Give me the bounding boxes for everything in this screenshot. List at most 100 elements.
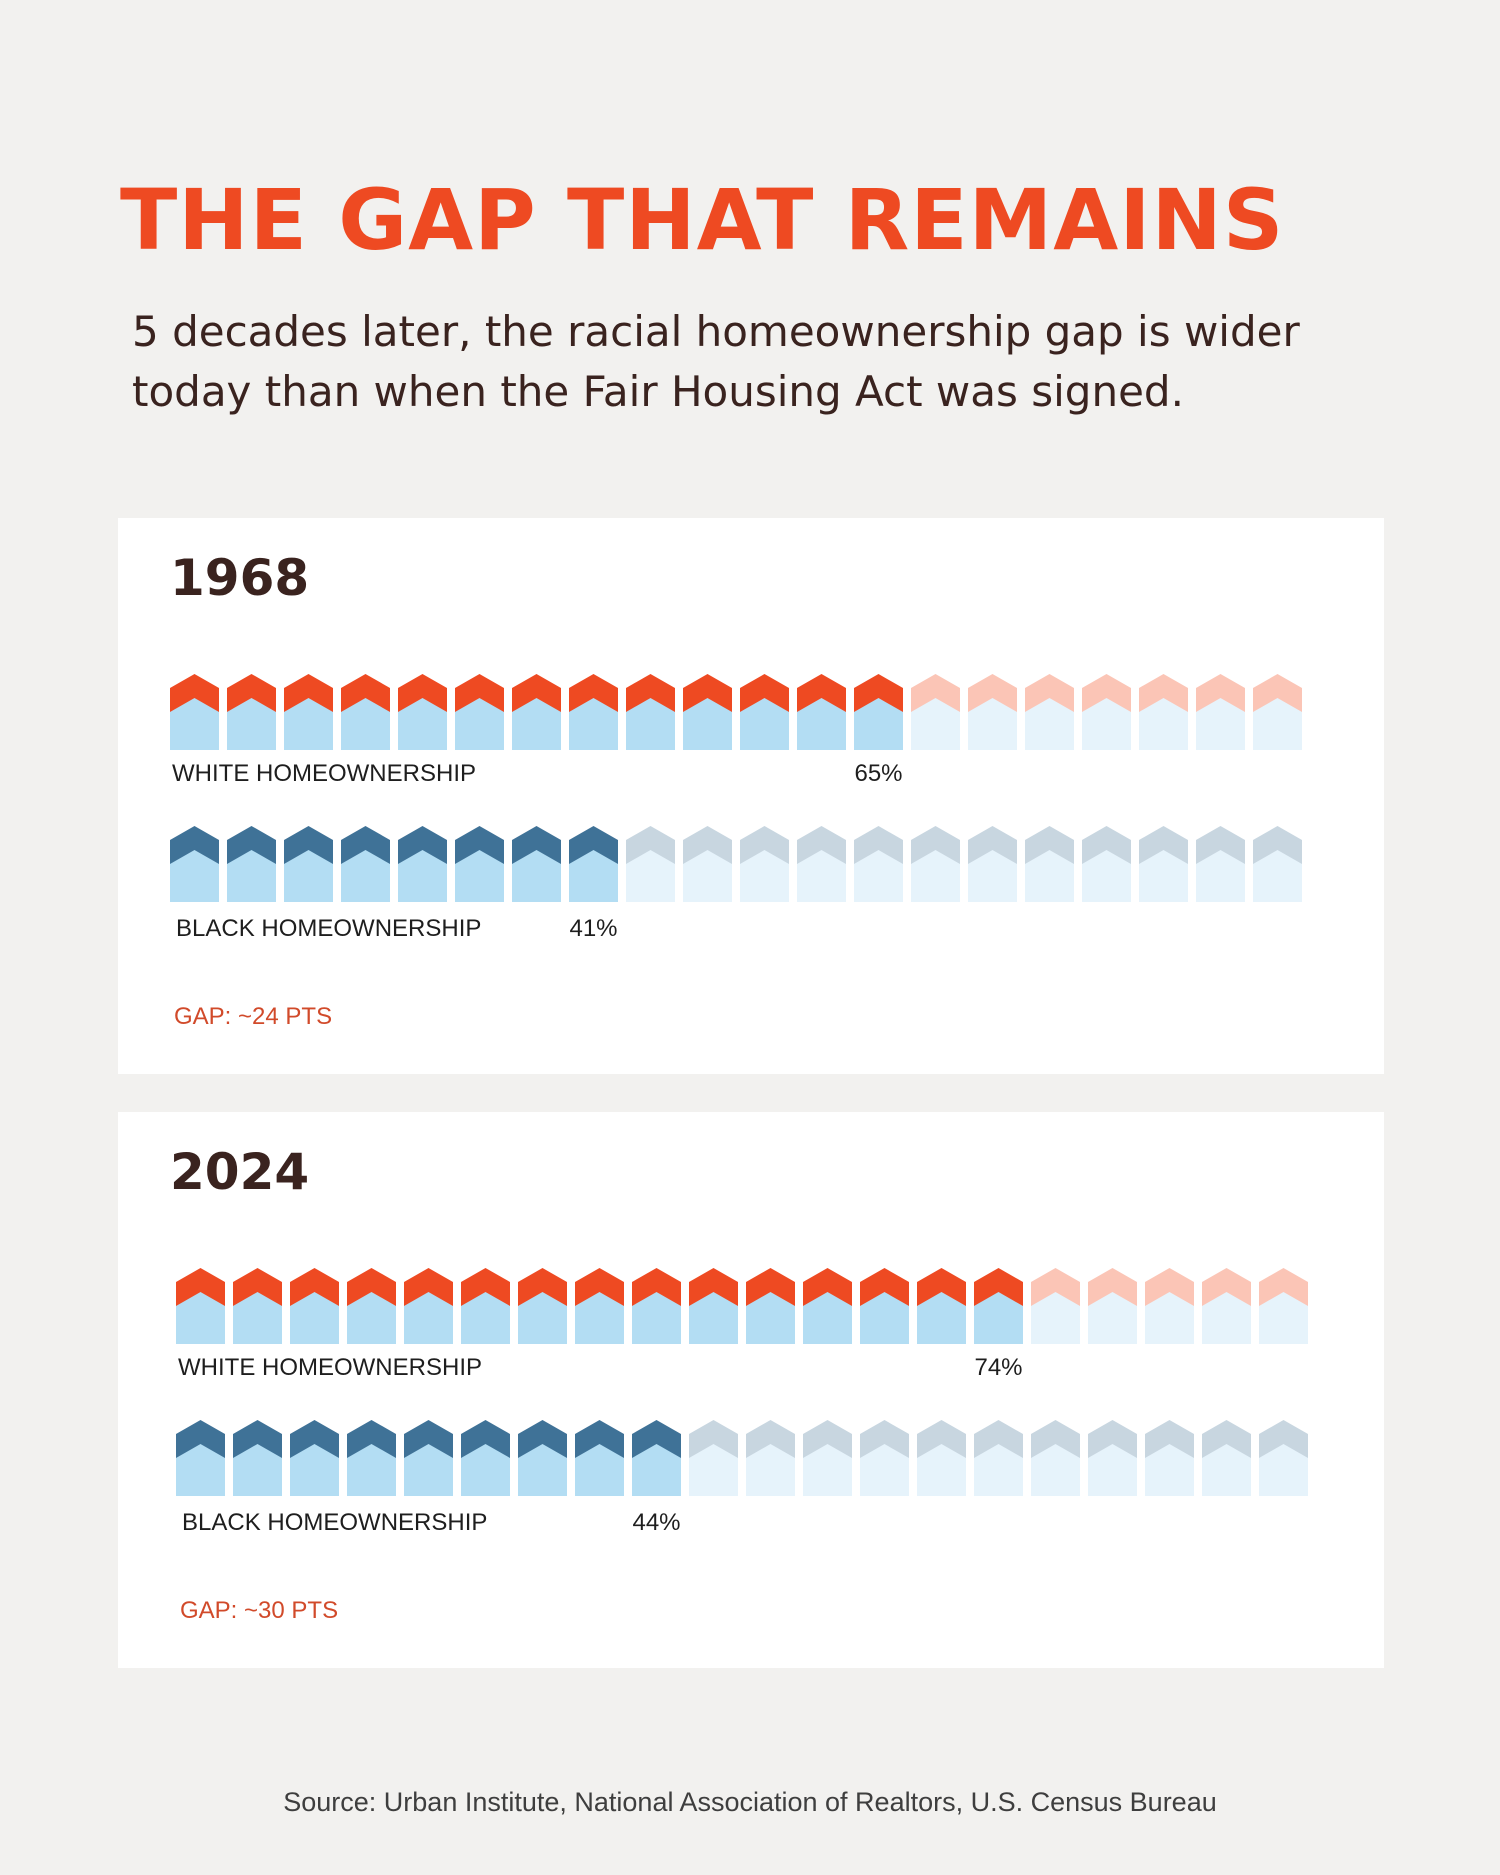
chart-year-title: 1968 — [170, 549, 310, 607]
white-house-filled — [518, 1268, 567, 1344]
black-house-empty — [683, 826, 732, 902]
white-house-empty — [1259, 1268, 1308, 1344]
white-homeownership-label: WHITE HOMEOWNERSHIP — [178, 1354, 482, 1381]
black-house-filled — [518, 1420, 567, 1496]
white-house-filled — [689, 1268, 738, 1344]
chart-panel-2024: 2024 WHITE HOMEOWNERSHIP 74% BLACK HOMEO… — [118, 1112, 1384, 1668]
white-house-filled — [404, 1268, 453, 1344]
page-title: THE GAP THAT REMAINS — [120, 171, 1285, 269]
page-subtitle: 5 decades later, the racial homeownershi… — [132, 307, 1300, 416]
black-homeownership-value: 44% — [632, 1509, 681, 1536]
white-homeownership-label: WHITE HOMEOWNERSHIP — [172, 760, 476, 787]
white-house-empty — [1145, 1268, 1194, 1344]
black-house-filled — [512, 826, 561, 902]
white-house-empty — [1082, 674, 1131, 750]
white-house-filled — [803, 1268, 852, 1344]
white-house-filled — [512, 674, 561, 750]
white-house-filled — [398, 674, 447, 750]
white-house-filled — [740, 674, 789, 750]
black-house-empty — [1259, 1420, 1308, 1496]
white-house-filled — [569, 674, 618, 750]
white-house-filled — [284, 674, 333, 750]
white-house-empty — [1202, 1268, 1251, 1344]
white-house-filled — [854, 674, 903, 750]
black-homeownership-label: BLACK HOMEOWNERSHIP — [176, 915, 482, 942]
white-house-filled — [575, 1268, 624, 1344]
black-house-empty — [1145, 1420, 1194, 1496]
white-house-filled — [461, 1268, 510, 1344]
black-house-filled — [176, 1420, 225, 1496]
white-house-filled — [974, 1268, 1023, 1344]
white-house-filled — [860, 1268, 909, 1344]
black-house-filled — [569, 826, 618, 902]
white-house-filled — [233, 1268, 282, 1344]
black-homeownership-value: 41% — [569, 915, 618, 942]
source-note: Source: Urban Institute, National Associ… — [283, 1787, 1217, 1817]
black-house-filled — [398, 826, 447, 902]
white-house-filled — [341, 674, 390, 750]
black-homeownership-label: BLACK HOMEOWNERSHIP — [182, 1509, 488, 1536]
chart-panel-1968: 1968 WHITE HOMEOWNERSHIP 65% BLACK HOMEO… — [118, 518, 1384, 1074]
black-house-empty — [626, 826, 675, 902]
white-house-filled — [347, 1268, 396, 1344]
white-homeownership-houses-2024 — [176, 1268, 1308, 1344]
white-house-filled — [746, 1268, 795, 1344]
black-house-empty — [1082, 826, 1131, 902]
black-house-empty — [968, 826, 1017, 902]
white-homeownership-value: 74% — [974, 1354, 1023, 1381]
black-homeownership-houses-2024 — [176, 1420, 1308, 1496]
black-house-empty — [1202, 1420, 1251, 1496]
white-house-filled — [227, 674, 276, 750]
black-house-filled — [284, 826, 333, 902]
black-house-empty — [689, 1420, 738, 1496]
black-house-empty — [797, 826, 846, 902]
black-house-empty — [917, 1420, 966, 1496]
white-house-empty — [1253, 674, 1302, 750]
black-house-filled — [404, 1420, 453, 1496]
black-house-filled — [227, 826, 276, 902]
black-house-empty — [1139, 826, 1188, 902]
white-house-filled — [455, 674, 504, 750]
black-house-filled — [290, 1420, 339, 1496]
black-house-filled — [170, 826, 219, 902]
white-house-filled — [626, 674, 675, 750]
white-house-filled — [683, 674, 732, 750]
black-house-empty — [1253, 826, 1302, 902]
black-house-filled — [455, 826, 504, 902]
black-house-empty — [1196, 826, 1245, 902]
white-homeownership-houses-1968 — [170, 674, 1302, 750]
white-house-empty — [1031, 1268, 1080, 1344]
black-house-empty — [1031, 1420, 1080, 1496]
black-house-filled — [347, 1420, 396, 1496]
black-house-filled — [632, 1420, 681, 1496]
white-house-filled — [290, 1268, 339, 1344]
white-house-empty — [1025, 674, 1074, 750]
black-house-empty — [803, 1420, 852, 1496]
white-house-filled — [917, 1268, 966, 1344]
black-house-empty — [740, 826, 789, 902]
black-homeownership-houses-1968 — [170, 826, 1302, 902]
white-house-empty — [911, 674, 960, 750]
white-house-empty — [968, 674, 1017, 750]
black-house-empty — [1025, 826, 1074, 902]
black-house-empty — [1088, 1420, 1137, 1496]
white-house-empty — [1196, 674, 1245, 750]
white-house-filled — [170, 674, 219, 750]
gap-note: GAP: ~30 PTS — [180, 1597, 339, 1624]
white-house-empty — [1088, 1268, 1137, 1344]
white-house-filled — [176, 1268, 225, 1344]
chart-year-title: 2024 — [170, 1143, 310, 1201]
black-house-filled — [461, 1420, 510, 1496]
black-house-filled — [233, 1420, 282, 1496]
black-house-empty — [854, 826, 903, 902]
black-house-filled — [575, 1420, 624, 1496]
white-house-empty — [1139, 674, 1188, 750]
black-house-empty — [911, 826, 960, 902]
gap-note: GAP: ~24 PTS — [174, 1003, 333, 1030]
white-house-filled — [797, 674, 846, 750]
white-house-filled — [632, 1268, 681, 1344]
white-homeownership-value: 65% — [854, 760, 903, 787]
black-house-empty — [974, 1420, 1023, 1496]
black-house-empty — [860, 1420, 909, 1496]
black-house-empty — [746, 1420, 795, 1496]
